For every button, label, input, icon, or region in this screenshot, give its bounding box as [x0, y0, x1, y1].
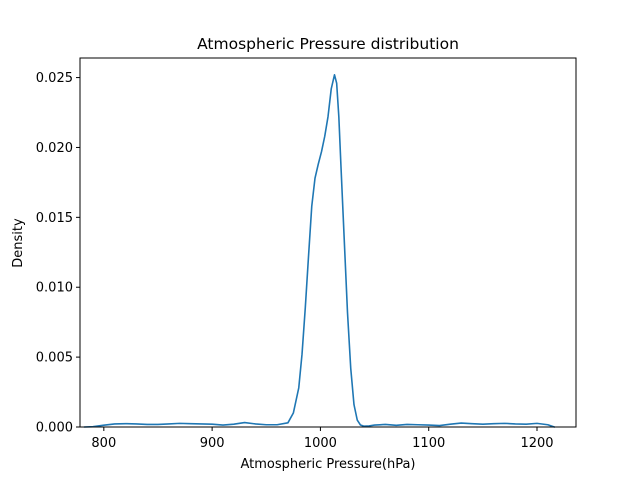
y-axis-label: Density	[11, 218, 26, 268]
y-tick-label: 0.025	[36, 71, 73, 86]
x-tick-label: 900	[200, 436, 225, 451]
y-axis-ticks: 0.000 0.005 0.010 0.015 0.020 0.025	[36, 71, 80, 436]
x-axis-ticks: 800 900 1000 1100 1200	[91, 427, 554, 451]
x-tick-label: 1200	[520, 436, 553, 451]
y-tick-label: 0.000	[36, 421, 73, 436]
x-axis-label: Atmospheric Pressure(hPa)	[241, 457, 416, 472]
plot-area	[83, 73, 556, 428]
y-tick-label: 0.015	[36, 211, 73, 226]
chart-title: Atmospheric Pressure distribution	[197, 35, 459, 53]
x-tick-label: 800	[91, 436, 116, 451]
axes-frame	[79, 57, 577, 428]
y-tick-label: 0.020	[36, 141, 73, 156]
x-tick-label: 1000	[304, 436, 337, 451]
y-tick-label: 0.005	[36, 351, 73, 366]
x-tick-label: 1100	[412, 436, 445, 451]
y-tick-label: 0.010	[36, 281, 73, 296]
density-line	[83, 73, 556, 428]
